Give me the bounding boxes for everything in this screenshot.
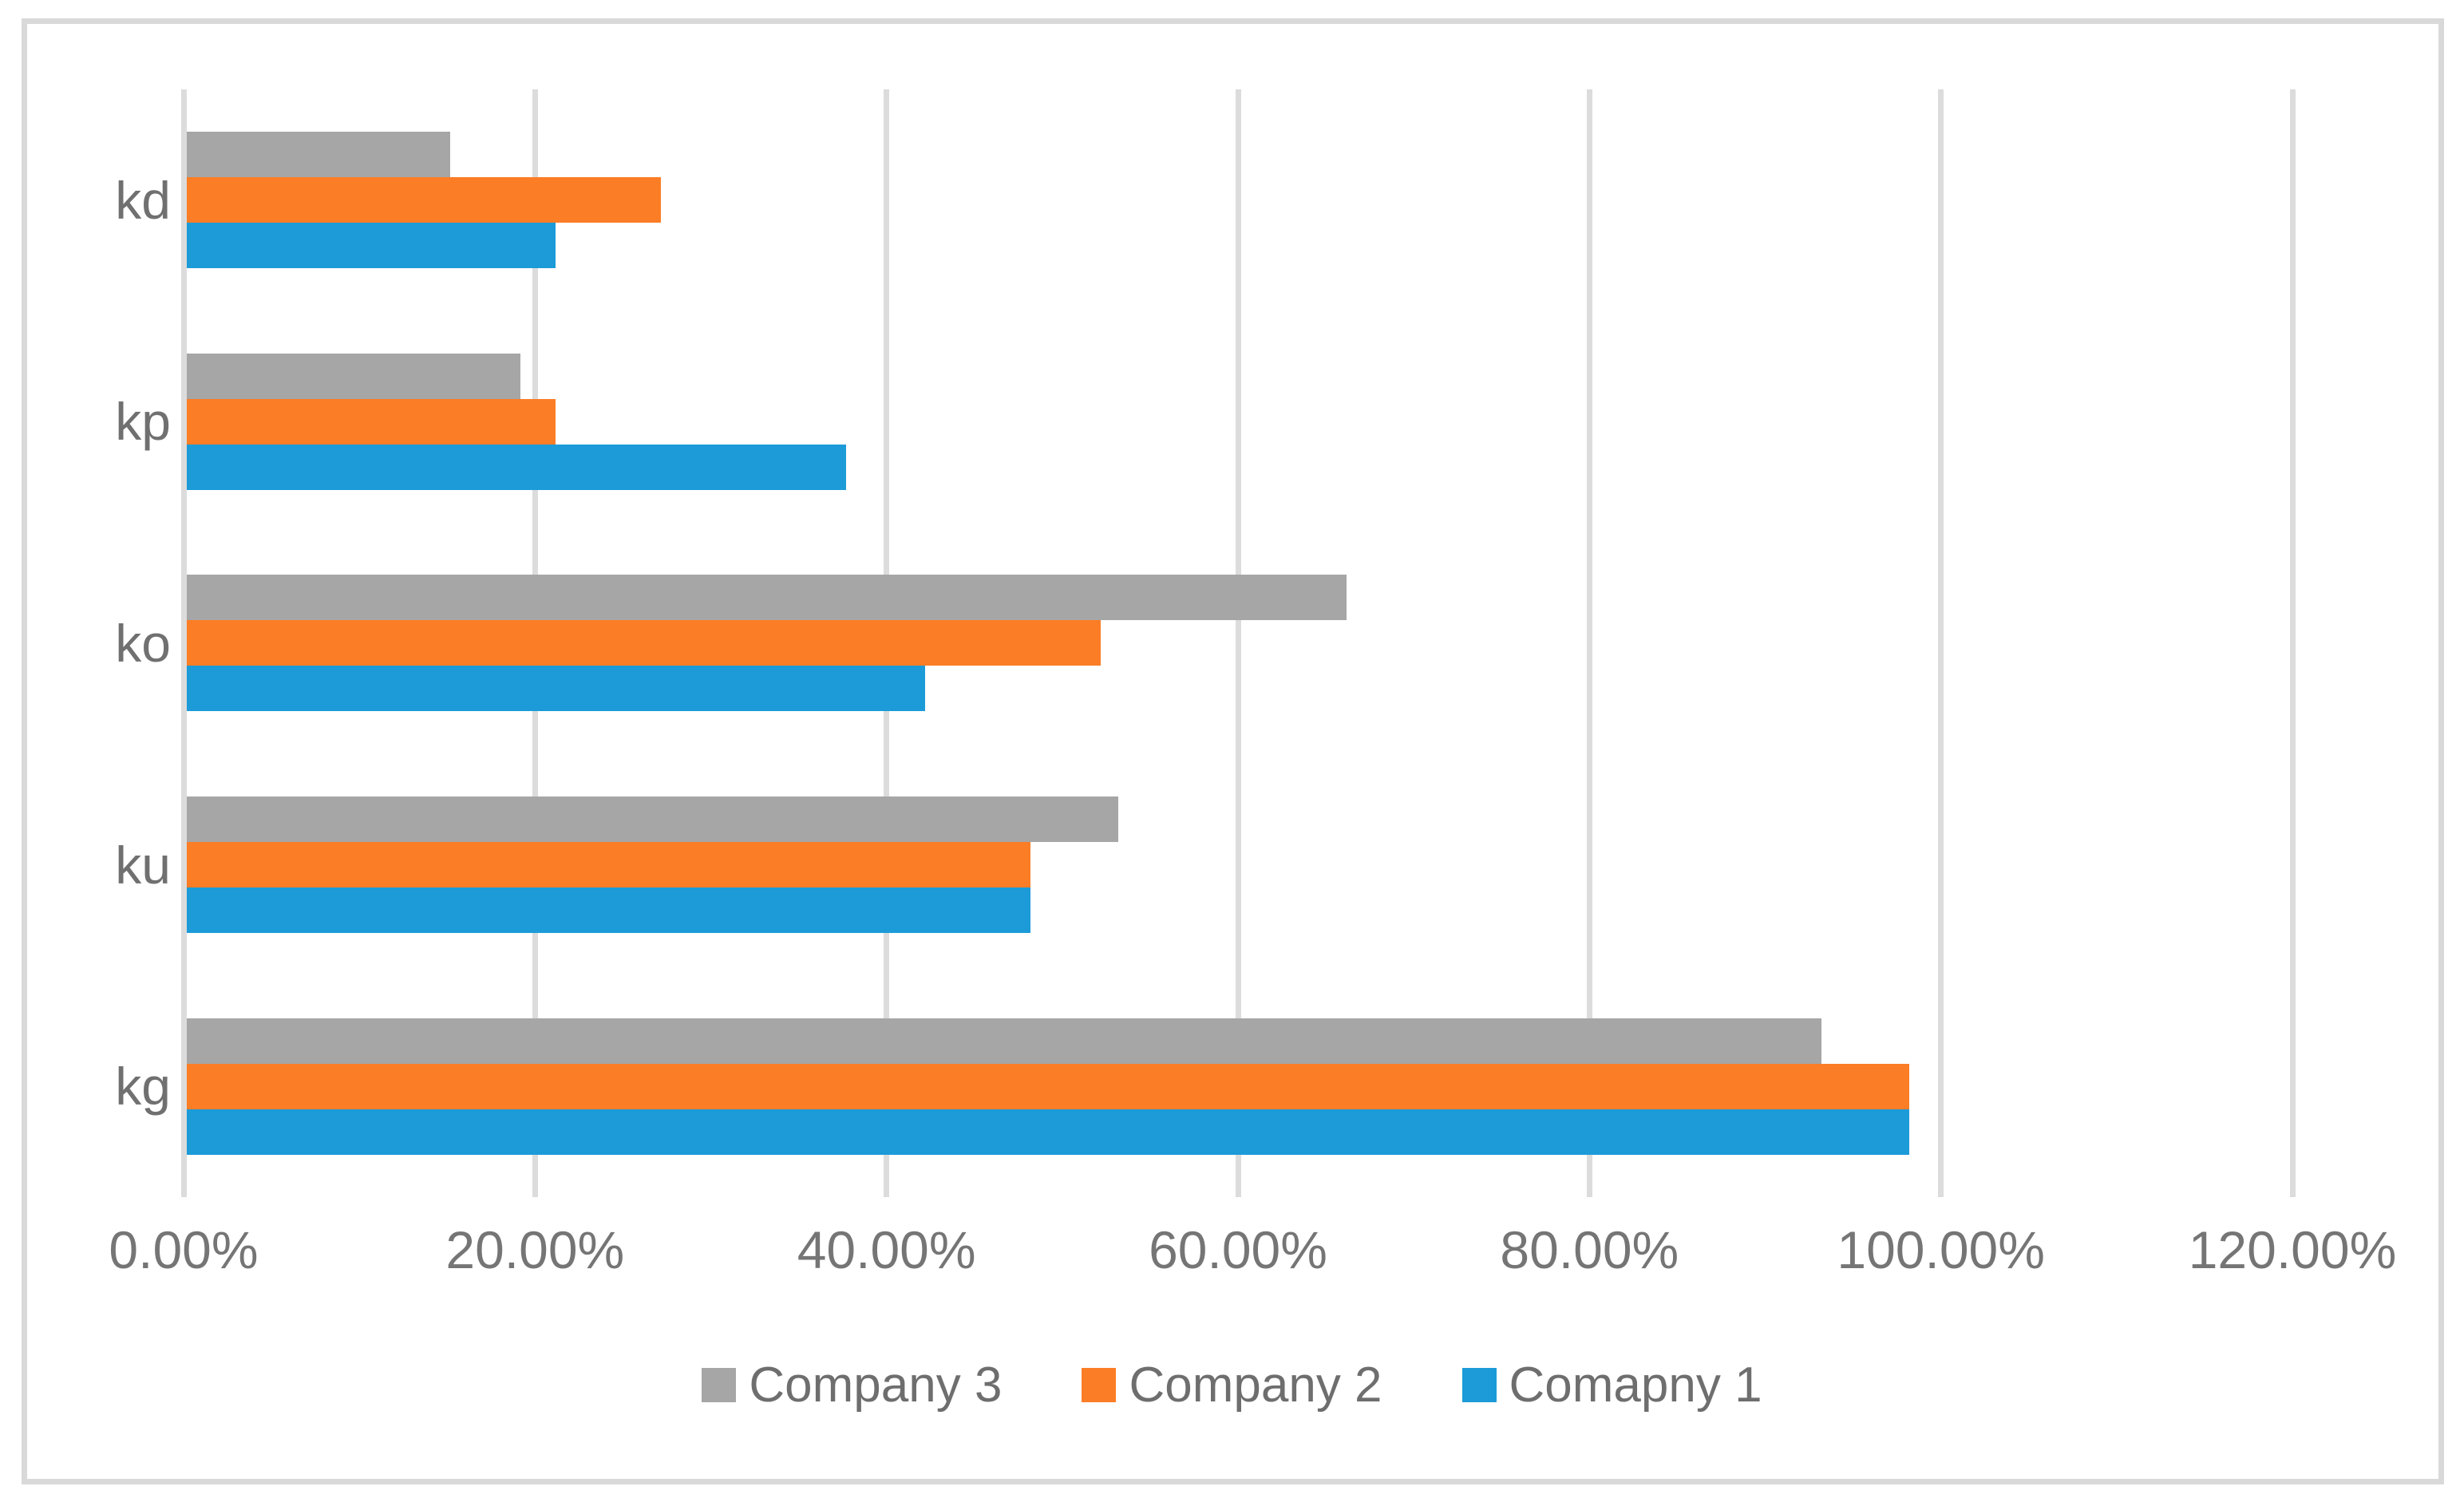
category-band-ko [184, 532, 2292, 754]
category-band-ku [184, 754, 2292, 976]
x-tick-label-80.00%: 80.00% [1500, 1220, 1679, 1279]
bar-ko-company-3 [187, 575, 1347, 621]
legend-swatch-icon [702, 1368, 737, 1402]
legend-item-comapny-1: Comapny 1 [1461, 1357, 1762, 1413]
bar-ko-comapny-1 [187, 666, 925, 712]
bar-kd-company-3 [187, 132, 451, 178]
bar-kg-company-3 [187, 1018, 1821, 1064]
bar-kp-company-3 [187, 353, 521, 399]
bar-ku-comapny-1 [187, 887, 1030, 934]
bar-group-ko [187, 575, 2296, 712]
category-label-kp: kp [115, 392, 171, 452]
bar-group-kd [187, 132, 2296, 269]
x-tick-label-20.00%: 20.00% [445, 1220, 625, 1279]
category-band-kd [184, 89, 2292, 311]
gridline-60.00% [1235, 89, 1241, 1197]
legend-swatch-icon [1461, 1368, 1497, 1402]
x-tick-label-40.00%: 40.00% [797, 1220, 976, 1279]
legend-item-company-2: Company 2 [1082, 1357, 1382, 1413]
category-label-ku: ku [115, 835, 171, 895]
bar-kp-company-2 [187, 398, 556, 445]
chart-legend: Company 3 Company 2 Comapny 1 [0, 1357, 2464, 1413]
bar-kd-comapny-1 [187, 223, 556, 269]
gridline-100.00% [1938, 89, 1944, 1197]
legend-item-company-3: Company 3 [702, 1357, 1002, 1413]
x-tick-label-60.00%: 60.00% [1149, 1220, 1327, 1279]
category-label-kg: kg [115, 1057, 171, 1117]
category-band-kp [184, 311, 2292, 533]
gridline-0.00% [180, 89, 187, 1197]
x-tick-label-100.00%: 100.00% [1837, 1220, 2045, 1279]
category-label-ko: ko [115, 613, 171, 673]
bar-ko-company-2 [187, 620, 1101, 666]
bar-group-ku [187, 796, 2296, 934]
legend-swatch-icon [1082, 1368, 1117, 1402]
y-axis-category-labels: kd kp ko ku kg [0, 89, 171, 1197]
bar-kg-comapny-1 [187, 1109, 1909, 1155]
gridline-120.00% [2289, 89, 2296, 1197]
bar-ku-company-2 [187, 842, 1030, 888]
figure-border [22, 18, 2444, 1484]
legend-label: Company 2 [1129, 1358, 1382, 1413]
legend-label: Company 3 [749, 1358, 1003, 1413]
category-band-kg [184, 975, 2292, 1197]
bar-kd-company-2 [187, 177, 662, 223]
plot-area [180, 89, 2296, 1197]
x-tick-label-120.00%: 120.00% [2188, 1220, 2397, 1279]
bar-kp-comapny-1 [187, 444, 846, 490]
bar-group-kg [187, 1018, 2296, 1155]
category-label-kd: kd [115, 170, 171, 230]
bar-ku-company-3 [187, 796, 1118, 843]
bar-kg-company-2 [187, 1063, 1909, 1109]
legend-label: Comapny 1 [1509, 1358, 1762, 1413]
bar-group-kp [187, 353, 2296, 490]
gridline-80.00% [1586, 89, 1592, 1197]
x-axis-tick-labels: 0.00% 20.00% 40.00% 60.00% 80.00% 100.00% 120.… [0, 1219, 2464, 1291]
x-tick-label-0.00%: 0.00% [109, 1220, 259, 1279]
